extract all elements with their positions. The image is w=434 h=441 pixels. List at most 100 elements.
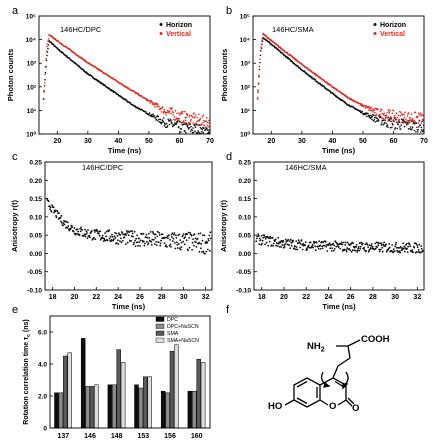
data-point-anisotropy (405, 242, 408, 245)
data-point-anisotropy (420, 247, 423, 250)
data-point-vertical (415, 121, 417, 124)
data-point-anisotropy (317, 248, 320, 250)
data-point-anisotropy (68, 229, 71, 232)
data-point-horizon (371, 118, 373, 121)
data-point-anisotropy (379, 248, 382, 251)
data-point-anisotropy (172, 237, 175, 240)
data-point-anisotropy (159, 242, 162, 245)
data-point-horizon (45, 59, 48, 62)
data-point-horizon (180, 128, 183, 130)
y-tick-label: -0.10 (27, 288, 42, 295)
data-point-anisotropy (383, 241, 386, 244)
data-point-anisotropy (370, 244, 373, 247)
benzene-double-bond-1 (296, 380, 308, 388)
x-tick-label: 148 (111, 433, 123, 440)
data-point-anisotropy (319, 244, 322, 247)
data-point-anisotropy (121, 239, 124, 242)
data-point-anisotropy (330, 250, 333, 252)
data-point-anisotropy (141, 233, 143, 235)
data-point-anisotropy (183, 243, 186, 246)
data-point-anisotropy (402, 242, 405, 245)
data-point-anisotropy (133, 230, 136, 233)
data-point-vertical (202, 121, 204, 124)
data-point-anisotropy (128, 231, 131, 234)
data-point-anisotropy (186, 233, 189, 236)
data-point-horizon (158, 118, 160, 121)
data-point-vertical (406, 120, 408, 122)
data-point-vertical (397, 121, 399, 123)
data-point-anisotropy (257, 234, 260, 237)
data-point-anisotropy (137, 244, 140, 247)
data-point-anisotropy (171, 232, 174, 235)
data-point-horizon (161, 121, 163, 124)
data-point-vertical (420, 112, 422, 114)
data-point-horizon (399, 126, 401, 128)
bar-sma-137 (63, 355, 68, 429)
data-point-vertical (203, 124, 206, 127)
data-point-vertical (42, 97, 45, 100)
data-point-vertical (396, 116, 399, 119)
data-point-horizon (150, 114, 153, 116)
data-point-anisotropy (139, 245, 141, 247)
data-point-anisotropy (401, 248, 404, 251)
data-point-vertical (400, 121, 403, 124)
data-point-horizon (153, 114, 156, 117)
data-point-vertical (405, 118, 407, 121)
data-point-anisotropy (417, 251, 420, 253)
data-point-vertical (398, 118, 401, 121)
data-point-anisotropy (154, 237, 157, 239)
data-point-anisotropy (302, 242, 305, 245)
data-point-vertical (46, 45, 48, 48)
data-point-vertical (307, 67, 309, 70)
side-chain-bond-3 (347, 345, 351, 359)
data-point-anisotropy (179, 239, 182, 242)
data-point-anisotropy (355, 243, 358, 246)
data-point-anisotropy (395, 241, 398, 244)
data-point-anisotropy (115, 232, 118, 235)
data-point-vertical (154, 106, 156, 108)
x-axis-label: Time (ns) (322, 146, 356, 155)
x-tick-label: 156 (164, 433, 176, 440)
data-point-anisotropy (95, 228, 98, 231)
data-point-anisotropy (193, 244, 195, 247)
data-point-anisotropy (132, 243, 135, 246)
data-point-horizon (164, 123, 166, 125)
data-point-anisotropy (51, 204, 53, 207)
panel-letter-a: a (12, 5, 19, 17)
data-point-anisotropy (109, 235, 112, 238)
data-point-anisotropy (384, 245, 387, 248)
data-point-horizon (392, 124, 394, 126)
bar-dpc-146 (80, 338, 86, 429)
data-point-vertical (168, 110, 171, 112)
data-point-anisotropy (304, 244, 307, 247)
data-point-anisotropy (277, 236, 280, 239)
data-point-vertical (47, 38, 50, 40)
data-point-horizon (420, 131, 422, 133)
data-point-anisotropy (288, 240, 291, 243)
x-tick-label: 40 (328, 138, 336, 145)
data-point-anisotropy (412, 251, 415, 254)
data-point-anisotropy (201, 239, 204, 242)
data-point-vertical (172, 111, 175, 114)
data-point-anisotropy (282, 240, 285, 242)
data-point-anisotropy (181, 234, 184, 237)
chart-b: 20 30 40 50 60 70 10⁰ 10¹ 10² 10³ 10⁴ 10⁵ Time (ns) P… (220, 14, 428, 156)
data-point-anisotropy (272, 242, 275, 245)
x-tick-label: 160 (191, 433, 203, 440)
data-point-horizon (203, 127, 205, 129)
data-point-anisotropy (403, 250, 406, 253)
data-point-anisotropy (268, 240, 271, 243)
data-point-vertical (184, 110, 186, 113)
data-point-anisotropy (402, 247, 405, 250)
bar-dpc-137 (54, 392, 59, 429)
data-point-horizon (383, 123, 385, 125)
data-point-anisotropy (102, 240, 105, 243)
data-point-anisotropy (129, 230, 132, 233)
data-point-anisotropy (290, 242, 293, 244)
data-point-horizon (282, 53, 285, 56)
panel-letter-c: c (12, 151, 18, 163)
data-point-horizon (369, 114, 371, 117)
data-point-anisotropy (150, 240, 153, 243)
data-point-horizon (192, 131, 195, 134)
data-point-anisotropy (378, 248, 381, 251)
